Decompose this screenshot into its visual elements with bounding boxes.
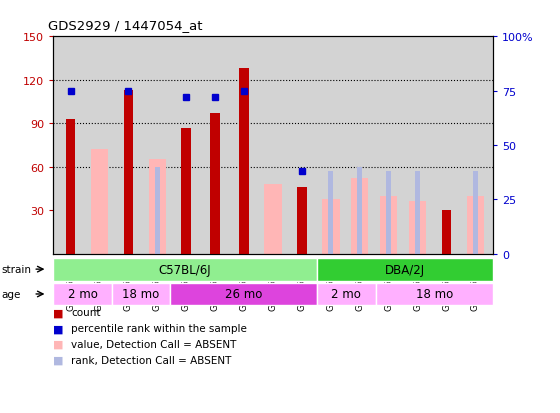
Bar: [91, 150, 108, 254]
Text: ■: ■: [53, 339, 64, 349]
Text: ■: ■: [53, 355, 64, 365]
Bar: [53, 283, 112, 306]
Text: rank, Detection Call = ABSENT: rank, Detection Call = ABSENT: [71, 355, 231, 365]
Bar: [124, 91, 133, 254]
Text: 18 mo: 18 mo: [416, 288, 453, 301]
Bar: [376, 283, 493, 306]
Bar: [148, 160, 166, 254]
Bar: [317, 258, 493, 281]
Bar: [53, 258, 317, 281]
Bar: [415, 172, 420, 254]
Bar: [442, 211, 451, 254]
Text: C57BL/6J: C57BL/6J: [159, 263, 211, 276]
Bar: [386, 172, 391, 254]
Bar: [211, 114, 220, 254]
Bar: [467, 196, 484, 254]
Bar: [317, 283, 376, 306]
Text: ■: ■: [53, 308, 64, 318]
Text: count: count: [71, 308, 101, 318]
Text: age: age: [1, 289, 21, 299]
Text: strain: strain: [1, 264, 31, 275]
Text: 2 mo: 2 mo: [332, 288, 361, 301]
Text: DBA/2J: DBA/2J: [385, 263, 425, 276]
Text: percentile rank within the sample: percentile rank within the sample: [71, 323, 247, 333]
Bar: [181, 128, 191, 254]
Bar: [297, 188, 307, 254]
Bar: [239, 69, 249, 254]
Bar: [351, 179, 368, 254]
Bar: [322, 199, 339, 254]
Bar: [328, 172, 333, 254]
Bar: [264, 185, 282, 254]
Bar: [473, 172, 478, 254]
Text: 18 mo: 18 mo: [123, 288, 160, 301]
Text: value, Detection Call = ABSENT: value, Detection Call = ABSENT: [71, 339, 236, 349]
Bar: [155, 167, 160, 254]
Bar: [170, 283, 317, 306]
Bar: [380, 196, 398, 254]
Text: ■: ■: [53, 323, 64, 333]
Bar: [357, 167, 362, 254]
Text: GDS2929 / 1447054_at: GDS2929 / 1447054_at: [48, 19, 202, 31]
Text: 2 mo: 2 mo: [68, 288, 97, 301]
Bar: [409, 202, 426, 254]
Bar: [112, 283, 170, 306]
Bar: [66, 120, 76, 254]
Text: 26 mo: 26 mo: [225, 288, 263, 301]
